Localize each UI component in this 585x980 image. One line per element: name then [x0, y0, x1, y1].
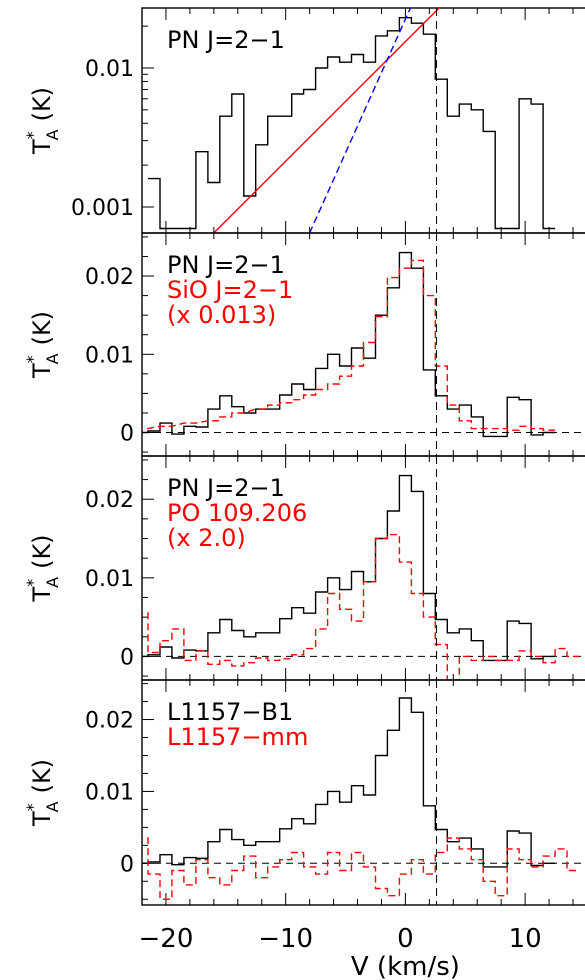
panel-1: 0.001 0.01 T*A (K) PN J=2−1 — [23, 7, 585, 234]
x-tick-label: 10 — [509, 924, 542, 954]
y-axis-label: T*A (K) — [23, 87, 62, 155]
y-tick-label: 0.01 — [85, 57, 134, 82]
y-tick-label: 0.01 — [85, 343, 134, 368]
y-axis-label-symbol: T — [28, 587, 56, 603]
y-axis-label-symbol: T — [28, 363, 56, 379]
y-axis-label-sup: * — [23, 131, 42, 139]
y-axis-label-symbol: T — [28, 811, 56, 827]
y-tick-label: 0.02 — [85, 488, 134, 513]
panel-label-1: PN J=2−1 — [167, 26, 285, 54]
y-axis-label-sup: * — [23, 579, 42, 587]
series-line-2 — [213, 8, 441, 233]
series-line-3 — [308, 8, 412, 233]
series-line-1 — [148, 17, 556, 230]
panel-label-2: L1157−mm — [167, 723, 308, 751]
panel-label-3: (x 2.0) — [167, 524, 246, 552]
x-tick-label: −20 — [139, 924, 194, 954]
panel-label-1: PN J=2−1 — [167, 251, 285, 279]
series-line-2 — [142, 533, 579, 680]
y-axis-label-sub: A — [43, 801, 62, 812]
y-axis-label-unit: (K) — [28, 534, 56, 568]
y-axis-label: T*A (K) — [23, 534, 62, 602]
y-tick-label: 0 — [120, 645, 134, 670]
series-line-1 — [142, 251, 556, 438]
panel-3: 0 0.01 0.02 T*A (K) PN J=2−1PO 109.206(x 2.0) — [23, 455, 585, 681]
panel-label-2: PO 109.206 — [167, 499, 307, 527]
y-axis-label-sub: A — [43, 129, 62, 140]
panel-label-1: L1157−B1 — [167, 698, 293, 726]
panel-label-3: (x 0.013) — [167, 301, 276, 329]
y-tick-label: 0.001 — [71, 196, 134, 221]
y-tick-label: 0 — [120, 852, 134, 877]
y-axis-label-sub: A — [43, 577, 62, 588]
y-axis-label: T*A (K) — [23, 759, 62, 827]
series-line-1 — [142, 474, 556, 662]
series-line-2 — [142, 259, 556, 431]
y-tick-label: 0.02 — [85, 709, 134, 734]
series-line-2 — [142, 837, 579, 900]
panel-frame — [141, 679, 585, 906]
x-axis-label: V (km/s) — [351, 952, 460, 980]
y-tick-label: 0.01 — [85, 567, 134, 592]
y-axis-label-unit: (K) — [28, 311, 56, 345]
series-line-1 — [142, 697, 556, 868]
x-tick-label: 0 — [397, 924, 414, 954]
y-axis-label-symbol: T — [28, 139, 56, 155]
y-axis-label-sup: * — [23, 803, 42, 811]
y-tick-label: 0.02 — [85, 265, 134, 290]
y-axis-label: T*A (K) — [23, 311, 62, 379]
panel-label-1: PN J=2−1 — [167, 474, 285, 502]
x-tick-label: −10 — [258, 924, 313, 954]
y-tick-label: 0 — [120, 422, 134, 447]
y-axis-label-sub: A — [43, 353, 62, 364]
y-axis-label-unit: (K) — [28, 759, 56, 793]
y-axis-label-sup: * — [23, 355, 42, 363]
y-tick-label: 0.01 — [85, 780, 134, 805]
panel-label-2: SiO J=2−1 — [167, 276, 293, 304]
y-axis-label-unit: (K) — [28, 87, 56, 121]
